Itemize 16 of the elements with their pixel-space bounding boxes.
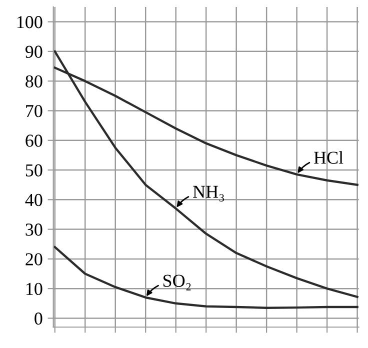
y-tick-label: 0 (34, 312, 42, 325)
line-series (54, 246, 358, 309)
y-tick-label: 10 (26, 282, 42, 296)
series-label: NH₃ (193, 186, 224, 202)
y-tick-label: 100 (17, 16, 42, 28)
y-tick-label: 90 (25, 46, 42, 58)
y-tick-label: 20 (26, 253, 42, 266)
series-label: SO₂ (163, 274, 191, 290)
y-tick-label: 60 (26, 134, 42, 147)
y-tick-label: 70 (26, 104, 42, 118)
line-series (54, 50, 358, 298)
y-tick-label: 30 (26, 224, 42, 236)
y-tick-label: 50 (26, 164, 42, 176)
series-label: HCl (314, 151, 344, 164)
y-tick-label: 80 (26, 75, 42, 88)
y-tick-label: 40 (25, 194, 42, 206)
